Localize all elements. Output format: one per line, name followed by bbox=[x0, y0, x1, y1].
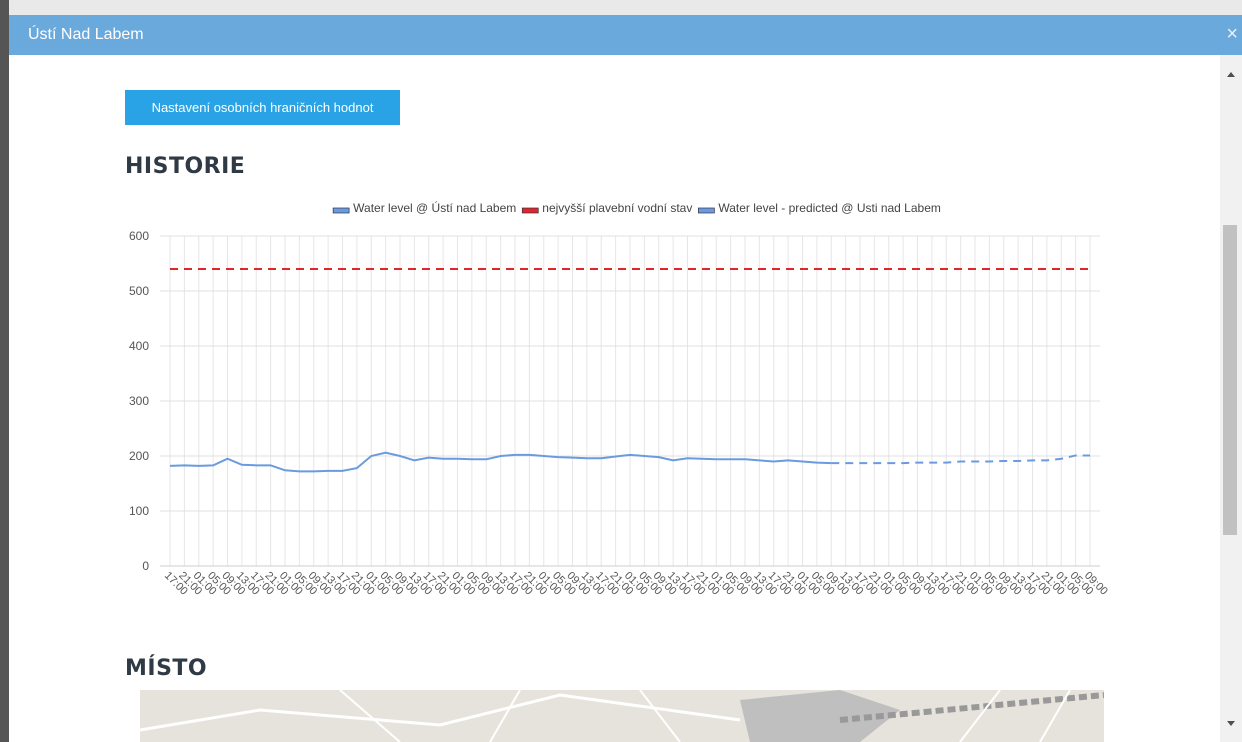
map-tiles bbox=[140, 690, 1104, 742]
y-tick-label: 300 bbox=[129, 394, 149, 408]
modal: Ústí Nad Labem × Nastavení osobních hran… bbox=[9, 15, 1242, 742]
legend-swatch bbox=[522, 208, 538, 213]
backdrop-edge bbox=[0, 0, 9, 742]
scroll-thumb[interactable] bbox=[1223, 225, 1237, 535]
page: {"modal": {"title": "Ústí Nad Labem", "c… bbox=[0, 0, 1242, 742]
legend-label: nejvyšší plavební vodní stav bbox=[542, 201, 692, 215]
y-tick-label: 0 bbox=[142, 559, 149, 573]
section-heading: MÍSTO bbox=[125, 656, 207, 681]
y-tick-label: 200 bbox=[129, 449, 149, 463]
y-tick-label: 500 bbox=[129, 284, 149, 298]
chart: 010020030040050060017:0021:0001:0005:000… bbox=[9, 15, 1209, 645]
legend-label: Water level @ Ústí nad Labem bbox=[353, 200, 516, 215]
y-tick-label: 100 bbox=[129, 504, 149, 518]
legend-swatch bbox=[333, 208, 349, 213]
scrollbar[interactable] bbox=[1220, 55, 1242, 742]
close-button[interactable]: × bbox=[1226, 23, 1238, 46]
legend-swatch bbox=[698, 208, 714, 213]
y-tick-label: 600 bbox=[129, 229, 149, 243]
map[interactable] bbox=[140, 690, 1104, 742]
legend-label: Water level - predicted @ Usti nad Labem bbox=[718, 201, 941, 215]
y-tick-label: 400 bbox=[129, 339, 149, 353]
legend: Water level @ Ústí nad Labem nejvyšší pla… bbox=[333, 200, 941, 215]
